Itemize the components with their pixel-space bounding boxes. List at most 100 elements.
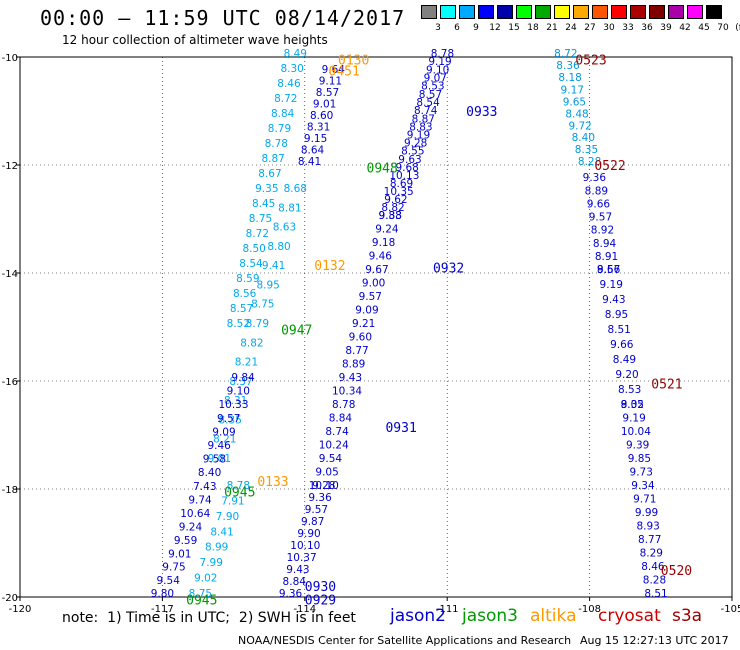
wave-height-value: 9.41 [262,260,285,272]
x-tick-label: -120 [9,604,32,615]
map-grid [20,57,732,597]
wave-height-value: 9.46 [207,440,231,452]
wave-height-value: 8.49 [284,48,307,60]
wave-height-value: 8.35 [219,414,242,426]
scale-swatch [649,5,665,19]
wave-height-value: 8.41 [298,156,321,168]
wave-height-value: 8.81 [278,202,301,214]
wave-height-value: 9.63 [398,154,421,166]
wave-height-value: 8.91 [595,251,618,263]
wave-height-value: 9.28 [312,480,335,492]
wave-height-value: 8.77 [345,345,368,357]
y-tick-label: -16 [2,377,18,388]
wave-height-value: 10.34 [332,386,362,398]
pass-time-label: 0451 [329,65,360,80]
wave-height-value: 9.72 [568,120,591,132]
wave-height-value: 8.67 [597,264,620,276]
scale-swatch [687,5,703,19]
scale-label: 24 [565,23,577,33]
wave-height-value: 9.59 [174,535,197,547]
wave-height-value: 8.57 [419,89,442,101]
time-label-layer: 0130045109480132094701330945094509330932… [186,54,692,609]
wave-height-value: 8.35 [575,144,598,156]
wave-height-value: 10.64 [180,508,210,520]
wave-height-value: 8.84 [283,576,307,588]
wave-height-value: 8.77 [638,534,661,546]
wave-height-value: 9.28 [404,138,427,150]
wave-height-value: 8.45 [252,198,275,210]
page-title: 00:00 – 11:59 UTC 08/14/2017 [40,6,406,30]
scale-label: 45 [698,23,710,33]
wave-height-value: 8.75 [249,213,272,225]
wave-height-value: 8.40 [198,467,221,479]
scale-label: 3 [435,23,441,33]
wave-height-value: 8.31 [307,122,330,134]
scale-swatch [592,5,608,19]
wave-height-value: 8.78 [227,480,250,492]
wave-height-value: 9.65 [563,96,586,108]
wave-height-value: 8.41 [210,526,233,538]
x-tick-label: -114 [293,604,316,615]
wave-height-value: 8.72 [554,48,577,60]
timestamp-text: Aug 15 12:27:13 UTC 2017 [580,634,729,647]
scale-swatch [706,5,722,19]
wave-height-value: 9.24 [375,224,399,236]
legend-item-s3a: s3a [672,606,703,626]
wave-height-value: 9.56 [597,264,621,276]
wave-height-value: 8.95 [605,309,628,321]
wave-height-value: 9.66 [610,339,634,351]
wave-height-value: 9.57 [589,212,612,224]
scale-label: 15 [508,23,520,33]
wave-height-value: 8.57 [230,303,253,315]
wave-height-value: 8.18 [558,72,581,84]
wave-height-value: 8.82 [240,337,263,349]
wave-height-value: 8.54 [416,97,440,109]
pass-time-label: 0132 [314,259,345,274]
wave-height-value: 10.10 [309,480,339,492]
scale-label: 27 [584,23,596,33]
wave-height-value: 8.55 [401,146,424,158]
wave-height-value: 9.36 [279,588,303,600]
wave-height-value: 9.19 [622,412,645,424]
wave-height-value: 8.51 [644,588,667,600]
pass-time-label: 0523 [575,54,606,69]
wave-height-value: 8.53 [618,384,641,396]
y-tick-label: -10 [2,53,18,64]
wave-height-value: 8.02 [621,399,644,411]
wave-height-value: 9.01 [168,548,191,560]
wave-height-value: 8.72 [274,93,297,105]
scale-swatch [535,5,551,19]
wave-height-value: 8.63 [273,222,296,234]
wave-height-value: 8.87 [412,113,435,125]
wave-height-value: 8.92 [591,225,614,237]
wave-height-value: 8.60 [310,110,333,122]
wave-height-value: 9.88 [379,210,402,222]
scale-label: 30 [603,23,615,33]
scale-label: 12 [489,23,501,33]
wave-height-value: 9.57 [217,413,240,425]
wave-height-value: 8.52 [227,318,250,330]
wave-height-value: 9.15 [304,133,327,145]
wave-height-value: 7.99 [200,557,223,569]
wave-height-value: 9.11 [319,76,342,88]
wave-height-value: 8.89 [585,185,608,197]
wave-height-value: 9.43 [602,294,625,306]
wave-height-value: 8.93 [636,520,659,532]
wave-height-value: 8.75 [189,588,212,600]
scale-label: 18 [527,23,539,33]
pass-time-label: 0947 [281,324,312,339]
wave-height-value: 9.66 [587,198,611,210]
wave-height-value: 9.85 [628,453,651,465]
scale-label: 33 [622,23,634,33]
wave-height-value: 9.09 [212,426,235,438]
wave-height-value: 9.20 [615,369,638,381]
wave-height-value: 9.99 [635,507,658,519]
wave-height-value: 8.57 [316,87,339,99]
wave-height-value: 8.59 [236,273,259,285]
scale-label: 9 [473,23,479,33]
wave-height-value: 9.19 [428,56,451,68]
wave-height-value: 10.13 [389,170,419,182]
wave-height-value: 8.54 [239,258,263,270]
wave-height-value: 8.53 [421,81,444,93]
y-tick-label: -18 [2,485,18,496]
